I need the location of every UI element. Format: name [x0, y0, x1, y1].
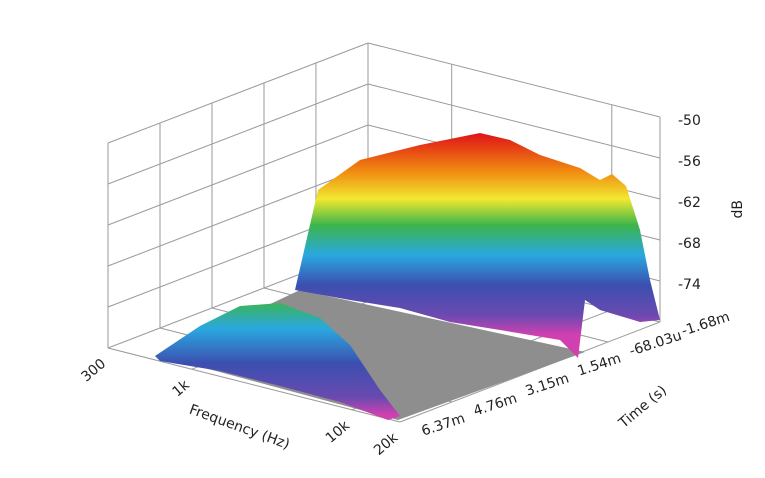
surface-low [155, 303, 400, 420]
y-tick-label: 1.54m [576, 351, 624, 380]
grid-line [107, 347, 401, 423]
y-tick-label: 4.76m [472, 391, 520, 420]
z-tick-label: -50 [678, 113, 701, 129]
grid-line [107, 83, 369, 185]
y-tick-label: 6.37m [420, 411, 468, 440]
x-tick-label: 10k [323, 417, 354, 446]
grid-line [367, 83, 661, 159]
y-axis-title: Time (s) [615, 383, 670, 432]
grid-line [367, 42, 661, 118]
x-tick-label: 1k [170, 377, 194, 401]
z-axis-title: dB [730, 200, 746, 219]
grid-line [107, 42, 369, 144]
z-tick-label: -56 [678, 154, 701, 170]
z-tick-label: -74 [678, 277, 701, 293]
y-tick-label: 3.15m [524, 371, 572, 400]
z-tick-label: -62 [678, 195, 701, 211]
y-tick-label: -1.68m [680, 309, 732, 340]
x-tick-label: 20k [371, 429, 402, 458]
y-tick-label: -68.03u [627, 328, 683, 360]
x-tick-label: 300 [78, 356, 109, 385]
grid-line [107, 165, 369, 267]
surface-main [295, 133, 660, 358]
z-tick-label: -68 [678, 236, 701, 252]
grid-line [107, 124, 369, 226]
x-axis-title: Frequency (Hz) [187, 402, 292, 453]
